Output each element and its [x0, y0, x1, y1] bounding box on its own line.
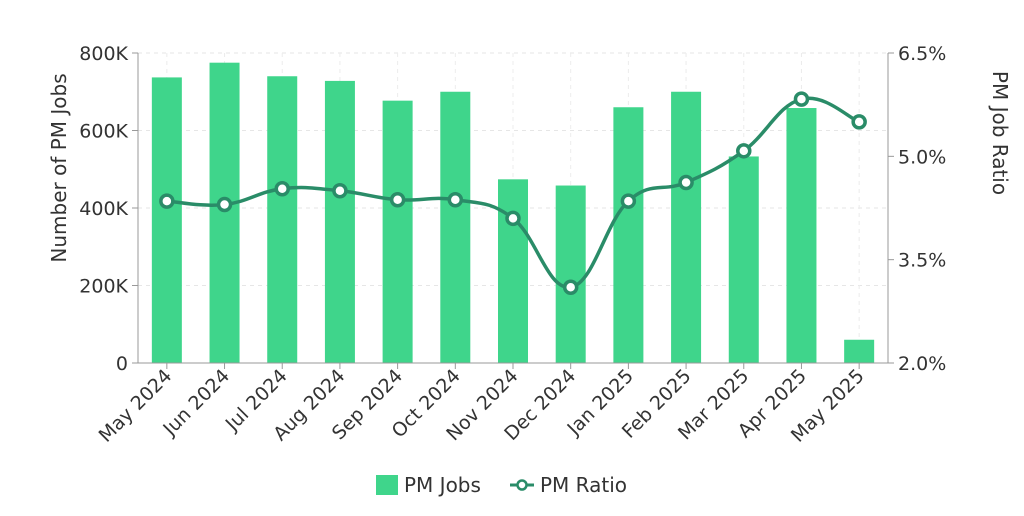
legend-label-pm-ratio: PM Ratio: [540, 473, 627, 497]
bar-pm-jobs[interactable]: [267, 76, 298, 363]
point-pm-ratio[interactable]: [736, 143, 752, 159]
legend-item-pm-jobs[interactable]: PM Jobs: [376, 473, 481, 497]
bar-series-pm-jobs: [151, 62, 875, 364]
point-pm-ratio[interactable]: [216, 196, 233, 213]
legend-item-pm-ratio[interactable]: PM Ratio: [510, 473, 627, 497]
y-tick-label: 600K: [79, 121, 128, 143]
bar-pm-jobs[interactable]: [555, 185, 586, 363]
y-tick-label: 200K: [79, 276, 128, 298]
y2-axis-title: PM Job Ratio: [988, 71, 1012, 195]
point-pm-ratio[interactable]: [678, 174, 694, 191]
legend-label-pm-jobs: PM Jobs: [404, 473, 481, 497]
bar-pm-jobs[interactable]: [613, 107, 644, 363]
line-series-pm-ratio: [159, 91, 867, 295]
bar-pm-jobs[interactable]: [786, 108, 817, 364]
y2-tick-label: 2.0%: [898, 353, 946, 375]
y2-tick-label: 6.5%: [898, 43, 946, 65]
point-pm-ratio[interactable]: [851, 114, 867, 130]
y-axis-title: Number of PM Jobs: [47, 73, 71, 262]
legend-swatch-marker: [516, 479, 528, 491]
x-tick-label: May 2024: [95, 365, 177, 447]
point-pm-ratio[interactable]: [274, 180, 290, 197]
bar-pm-jobs[interactable]: [209, 62, 240, 363]
y-tick-label: 0: [116, 353, 128, 375]
bar-pm-jobs[interactable]: [382, 100, 413, 363]
bar-pm-jobs[interactable]: [844, 339, 875, 363]
point-pm-ratio[interactable]: [620, 193, 637, 209]
point-pm-ratio[interactable]: [332, 183, 348, 199]
bar-pm-jobs[interactable]: [324, 80, 355, 364]
bar-pm-jobs[interactable]: [440, 91, 471, 363]
bar-pm-jobs[interactable]: [671, 91, 702, 363]
point-pm-ratio[interactable]: [389, 191, 406, 208]
bar-pm-jobs[interactable]: [151, 77, 182, 363]
y-tick-label: 400K: [79, 198, 128, 220]
bar-pm-jobs[interactable]: [498, 179, 528, 363]
point-pm-ratio[interactable]: [447, 191, 464, 208]
legend-swatch-bar: [376, 475, 398, 495]
y2-tick-label: 5.0%: [898, 146, 946, 168]
y-tick-label: 800K: [79, 43, 128, 65]
legend[interactable]: PM Jobs PM Ratio: [376, 473, 627, 497]
point-pm-ratio[interactable]: [505, 210, 521, 227]
point-pm-ratio[interactable]: [159, 193, 175, 209]
axes: [132, 52, 894, 369]
point-pm-ratio[interactable]: [793, 91, 810, 107]
y2-tick-label: 3.5%: [898, 250, 946, 272]
bar-pm-jobs[interactable]: [728, 156, 759, 363]
point-pm-ratio[interactable]: [562, 279, 579, 295]
